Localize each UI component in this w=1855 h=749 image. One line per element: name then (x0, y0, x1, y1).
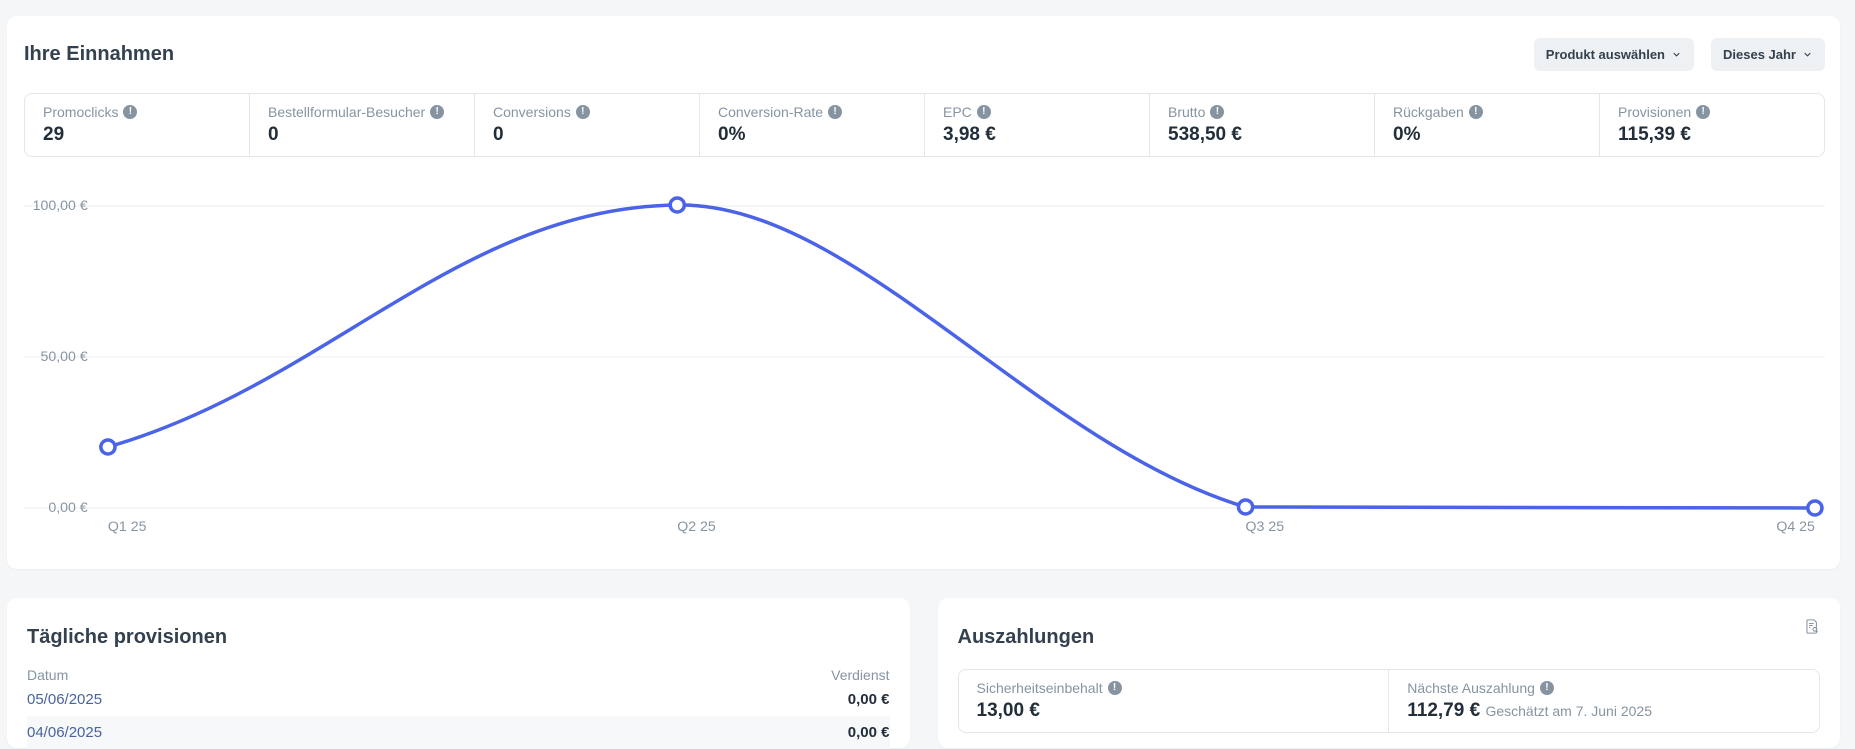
svg-text:100,00 €: 100,00 € (33, 197, 88, 213)
svg-text:Q4 25: Q4 25 (1776, 518, 1815, 534)
svg-text:0,00 €: 0,00 € (48, 499, 87, 515)
svg-text:Q3 25: Q3 25 (1246, 518, 1285, 534)
svg-text:Q1 25: Q1 25 (108, 518, 147, 534)
svg-text:Q2 25: Q2 25 (677, 518, 716, 534)
svg-text:50,00 €: 50,00 € (41, 348, 88, 364)
